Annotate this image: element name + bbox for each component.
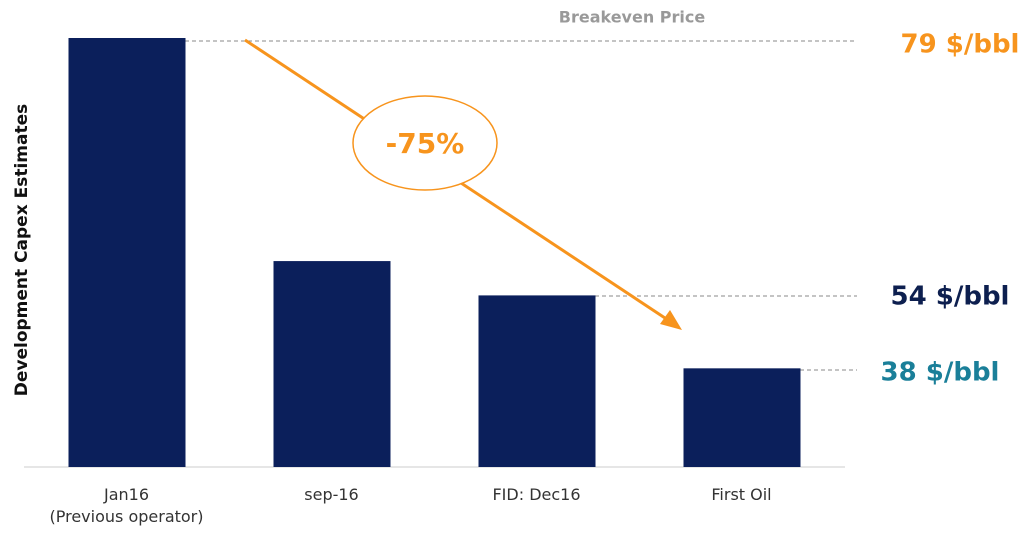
x-tick-label: sep-16 — [304, 485, 359, 504]
bar — [68, 38, 186, 467]
breakeven-label: 54 $/bbl — [891, 282, 1010, 312]
x-tick-label: FID: Dec16 — [492, 485, 581, 504]
breakeven-label: 79 $/bbl — [901, 30, 1020, 60]
bar — [478, 295, 596, 467]
change-label: -75% — [386, 127, 465, 160]
x-tick-label: First Oil — [711, 485, 772, 504]
arrow-head — [660, 310, 682, 330]
breakeven-label: 38 $/bbl — [881, 358, 1000, 388]
x-tick-label: Jan16 (Previous operator) — [49, 485, 204, 527]
y-axis-label: Development Capex Estimates — [12, 104, 32, 397]
bar — [683, 368, 801, 467]
change-bubble — [352, 95, 498, 191]
heading: Breakeven Price — [559, 8, 706, 27]
bar — [273, 261, 391, 467]
